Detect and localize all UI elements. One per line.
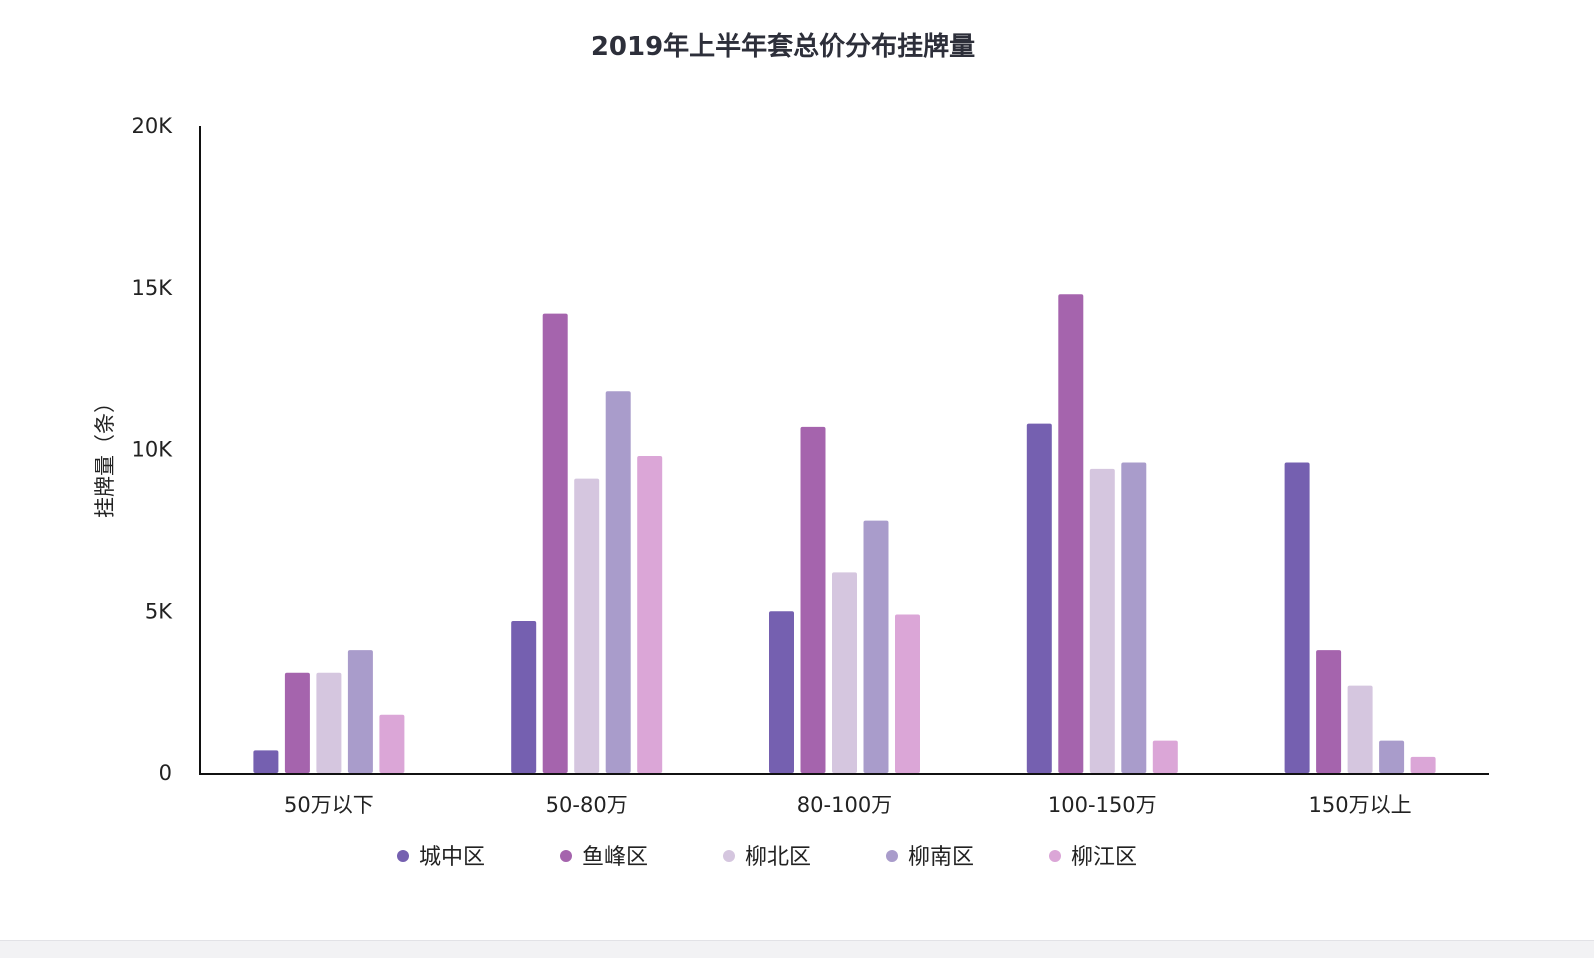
legend-swatch [723,850,735,862]
x-tick-label: 150万以上 [1309,793,1412,817]
legend-label: 柳江区 [1071,845,1137,870]
y-tick-label: 5K [145,599,173,623]
x-tick-label: 50万以下 [284,793,374,817]
plot-area [253,294,1436,773]
y-axis-label: 挂牌量（条） [93,392,117,518]
bar-2-1 [800,426,826,773]
x-tick-label: 100-150万 [1048,793,1157,817]
legend: 城中区 鱼峰区 柳北区 柳南区 柳江区 [397,845,1137,870]
legend-label: 柳北区 [745,845,811,870]
x-tick-label: 50-80万 [546,793,628,817]
y-tick-label: 0 [159,761,172,785]
bar-2-4 [895,614,920,773]
bar-1-2 [574,478,600,773]
y-axis-ticks: 0 5K 10K 15K 20K [132,114,174,785]
y-tick-label: 15K [132,276,174,300]
x-axis-ticks: 50万以下 50-80万 80-100万 100-150万 150万以上 [284,793,1412,817]
bar-2-0 [769,611,794,773]
bar-1-4 [637,455,663,773]
bar-4-0 [1284,462,1310,773]
bar-3-0 [1026,423,1052,773]
bar-2-2 [832,572,857,773]
bar-3-1 [1058,294,1084,773]
bar-0-4 [379,714,405,773]
legend-label: 城中区 [419,845,485,870]
bar-3-2 [1089,468,1115,773]
bar-1-0 [511,620,537,773]
y-tick-label: 10K [132,438,174,462]
bar-4-4 [1410,756,1436,773]
y-tick-label: 20K [132,114,174,138]
bar-0-3 [347,650,373,773]
bar-4-1 [1316,650,1342,773]
legend-label: 鱼峰区 [582,845,648,870]
legend-swatch [886,850,898,862]
bar-1-1 [542,313,568,773]
bar-0-2 [316,672,342,773]
bar-4-3 [1379,740,1405,773]
chart-title: 2019年上半年套总价分布挂牌量 [591,31,975,62]
legend-swatch [397,850,409,862]
bar-4-2 [1347,685,1373,773]
window-bottom-strip [0,940,1594,958]
bar-0-0 [253,750,279,773]
legend-swatch [560,850,572,862]
bar-3-3 [1121,462,1147,773]
x-tick-label: 80-100万 [797,793,892,817]
bar-1-3 [605,391,631,773]
bar-2-3 [863,520,889,773]
bar-0-1 [284,672,310,773]
legend-swatch [1049,850,1061,862]
legend-label: 柳南区 [908,845,974,870]
bar-3-4 [1152,740,1178,773]
